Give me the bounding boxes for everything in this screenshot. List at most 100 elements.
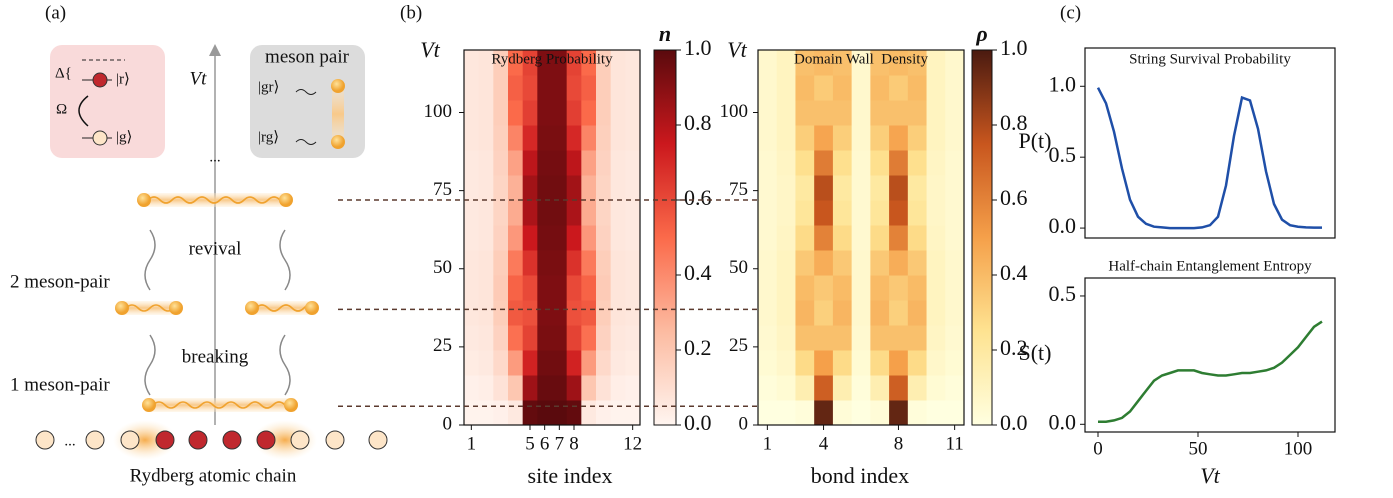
heat-cell [907, 225, 928, 251]
heat-cell [508, 50, 524, 76]
heat-cell [596, 150, 612, 176]
x-tick-label: 4 [819, 433, 829, 454]
heat-cell [478, 250, 494, 276]
wave [295, 89, 317, 95]
heat-cell [522, 125, 538, 151]
heat-cell [758, 150, 778, 176]
y-tick-label: 0 [739, 413, 749, 434]
heat-cell [552, 225, 568, 251]
heat-cell [625, 375, 641, 401]
heat-cell [889, 225, 909, 251]
heat-cell [537, 50, 553, 76]
heat-cell [522, 225, 538, 251]
heat-cell [795, 225, 815, 251]
heat-cell [870, 75, 890, 101]
heat-cell [478, 100, 494, 126]
colorbar-tick-label: 1.0 [1000, 35, 1028, 60]
heat-cell [832, 275, 853, 301]
heat-cell [870, 175, 890, 201]
meson [115, 301, 129, 315]
plot-frame [463, 49, 641, 426]
heat-cell [889, 50, 909, 76]
heat-cell [581, 250, 597, 276]
heat-cell [758, 250, 778, 276]
heat-cell [493, 175, 509, 201]
heat-cell [478, 275, 494, 301]
heat-cell [581, 400, 597, 426]
heat-cell [832, 50, 853, 76]
heat-cell [795, 125, 815, 151]
heat-cell [566, 300, 582, 326]
heat-cell [889, 375, 909, 401]
heat-cell [795, 350, 815, 376]
heat-cell [776, 175, 796, 201]
heat-cell [945, 375, 965, 401]
label: |rg⟩ [258, 129, 279, 145]
heat-cell [508, 175, 524, 201]
heat-cell [907, 200, 928, 226]
heat-cell [795, 50, 815, 76]
heat-cell [493, 100, 509, 126]
heat-cell [926, 175, 946, 201]
data-line [1098, 320, 1323, 423]
heat-cell [493, 300, 509, 326]
heat-cell [945, 175, 965, 201]
heat-cell [581, 150, 597, 176]
heat-cell [552, 75, 568, 101]
heat-cell [851, 325, 871, 351]
heat-cell [814, 375, 834, 401]
heat-cell [610, 175, 626, 201]
plot-frame [757, 49, 965, 426]
heat-cell [581, 50, 597, 76]
heat-cell [552, 50, 568, 76]
heat-cell [907, 100, 928, 126]
heat-cell [851, 75, 871, 101]
heat-cell [776, 325, 796, 351]
y-tick-label: 75 [433, 179, 452, 200]
x-tick-label: 0 [1093, 438, 1103, 459]
heat-cell [508, 225, 524, 251]
heat-cell [832, 300, 853, 326]
arrow-head [209, 44, 221, 56]
heat-cell [610, 225, 626, 251]
arrow [78, 95, 89, 127]
heat-cell [610, 325, 626, 351]
heat-cell [566, 50, 582, 76]
heat-cell [522, 400, 538, 426]
heat-cell [464, 50, 480, 76]
atom [92, 72, 108, 88]
meson [142, 398, 156, 412]
heat-cell [552, 125, 568, 151]
heat-cell [776, 400, 796, 426]
y-tick-label: 100 [720, 101, 749, 122]
x-axis-label: bond index [811, 463, 909, 488]
heat-cell [464, 150, 480, 176]
rod [332, 84, 344, 144]
heat-cell [581, 125, 597, 151]
heat-cell [870, 100, 890, 126]
x-tick-label: 12 [623, 433, 642, 454]
heat-cell [945, 400, 965, 426]
panel-label: (b) [400, 2, 422, 23]
heat-cell [889, 325, 909, 351]
heat-cell [851, 50, 871, 76]
heat-cell [493, 75, 509, 101]
heat-cell [870, 400, 890, 426]
label: revival [189, 238, 242, 259]
heat-cell [464, 125, 480, 151]
heat-cell [889, 300, 909, 326]
heat-cell [493, 400, 509, 426]
x-tick-label: 100 [1284, 438, 1313, 459]
heat-cell [508, 300, 524, 326]
heat-cell [478, 150, 494, 176]
heat-cell [814, 250, 834, 276]
heat-cell [581, 350, 597, 376]
heat-cell [926, 300, 946, 326]
heat-cell [776, 75, 796, 101]
heat-cell [814, 325, 834, 351]
heat-cell [832, 125, 853, 151]
heat-cell [464, 375, 480, 401]
meson [245, 301, 259, 315]
heat-cell [889, 350, 909, 376]
heat-cell [552, 200, 568, 226]
